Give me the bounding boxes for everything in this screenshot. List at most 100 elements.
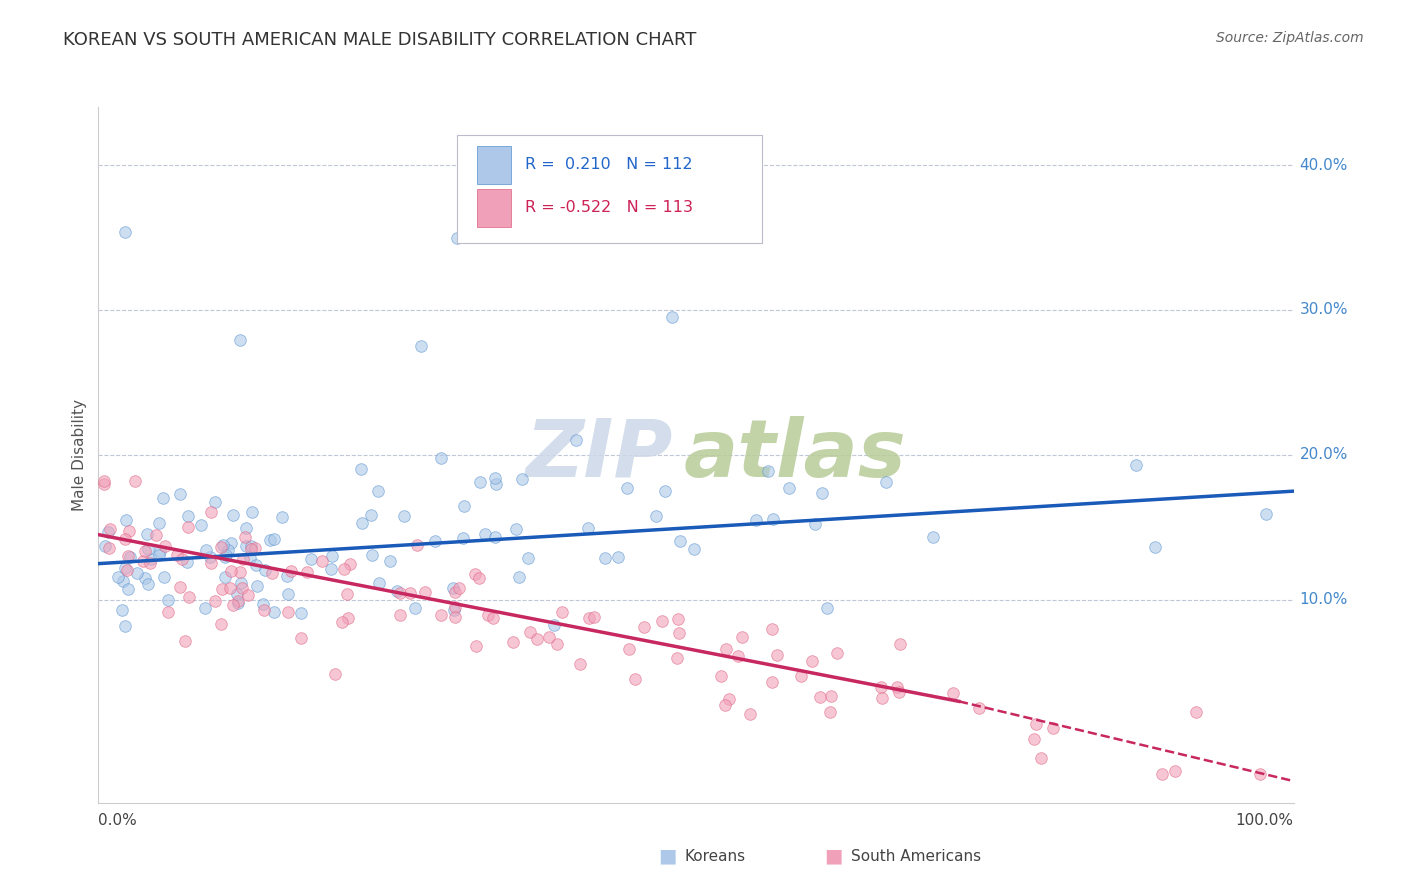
Point xyxy=(170,551,193,566)
Point xyxy=(1184,705,1206,719)
Point xyxy=(430,451,453,466)
Point xyxy=(969,700,991,714)
Point xyxy=(226,594,249,608)
Point xyxy=(280,564,302,578)
Point xyxy=(226,596,249,610)
Point xyxy=(444,585,467,599)
Point xyxy=(245,558,267,572)
Point xyxy=(778,481,800,495)
Point xyxy=(222,598,245,612)
Point xyxy=(252,597,274,611)
Point xyxy=(118,524,141,538)
Point xyxy=(484,531,506,545)
Point xyxy=(193,601,215,615)
Point xyxy=(827,646,849,660)
Point xyxy=(1022,731,1045,746)
Point xyxy=(889,637,911,651)
Point xyxy=(624,673,647,687)
Point xyxy=(240,542,263,557)
Point xyxy=(217,543,239,558)
Point xyxy=(152,491,174,506)
Point xyxy=(198,550,221,565)
Bar xyxy=(477,189,510,227)
Point xyxy=(333,562,356,576)
Text: Koreans: Koreans xyxy=(685,849,745,863)
Point xyxy=(239,551,262,566)
Point xyxy=(399,586,422,600)
Point xyxy=(179,591,201,605)
Point xyxy=(94,539,117,553)
Point xyxy=(134,571,156,585)
Point xyxy=(115,513,138,527)
Point xyxy=(731,630,754,644)
Point xyxy=(141,552,163,566)
Point xyxy=(136,527,159,541)
Text: ■: ■ xyxy=(658,847,678,866)
Point xyxy=(413,584,436,599)
Point xyxy=(443,603,465,617)
Point xyxy=(447,581,470,595)
Point xyxy=(714,698,737,713)
Point xyxy=(870,680,893,694)
Point xyxy=(270,509,292,524)
Point xyxy=(633,620,655,634)
Point xyxy=(98,522,121,536)
Point xyxy=(411,339,433,353)
Point xyxy=(477,608,499,623)
Point xyxy=(446,231,468,245)
Text: R = -0.522   N = 113: R = -0.522 N = 113 xyxy=(524,201,693,216)
Point xyxy=(222,508,245,522)
Point xyxy=(107,570,129,584)
Point xyxy=(568,657,591,671)
Point xyxy=(404,601,426,615)
Point xyxy=(468,475,491,490)
Point xyxy=(508,570,530,584)
Point xyxy=(299,551,322,566)
Point xyxy=(762,512,785,526)
Point xyxy=(127,566,149,580)
Point xyxy=(430,607,453,622)
Point xyxy=(1256,507,1278,521)
Point xyxy=(921,530,943,544)
Point xyxy=(565,434,588,448)
Point xyxy=(810,485,832,500)
Point xyxy=(505,522,527,536)
Text: 30.0%: 30.0% xyxy=(1299,302,1348,318)
Point xyxy=(606,550,628,565)
Point xyxy=(756,463,779,477)
Point xyxy=(149,544,172,558)
Point xyxy=(145,527,167,541)
Point xyxy=(337,611,360,625)
Point xyxy=(215,548,238,562)
Point xyxy=(209,617,232,632)
Point xyxy=(578,611,600,625)
Point xyxy=(148,549,170,563)
Text: 20.0%: 20.0% xyxy=(1299,448,1348,462)
Point xyxy=(350,462,373,476)
Point xyxy=(136,576,159,591)
Point xyxy=(214,550,236,565)
Point xyxy=(117,549,139,563)
Point xyxy=(766,648,789,663)
Point xyxy=(336,587,359,601)
Point xyxy=(323,667,346,681)
Point xyxy=(221,535,243,549)
Point xyxy=(661,310,683,325)
Point xyxy=(232,552,254,566)
Point xyxy=(1042,721,1064,735)
Point xyxy=(745,513,768,527)
Point xyxy=(482,611,505,625)
Point xyxy=(245,541,267,556)
Point xyxy=(176,555,198,569)
Point xyxy=(761,622,783,636)
Point xyxy=(229,576,252,591)
Point xyxy=(148,516,170,531)
Point xyxy=(666,612,689,626)
Point xyxy=(111,574,134,589)
Point xyxy=(277,605,299,619)
Point xyxy=(727,649,749,664)
Point xyxy=(392,509,415,524)
Point xyxy=(242,505,264,519)
Point xyxy=(321,549,343,563)
Point xyxy=(115,563,138,577)
